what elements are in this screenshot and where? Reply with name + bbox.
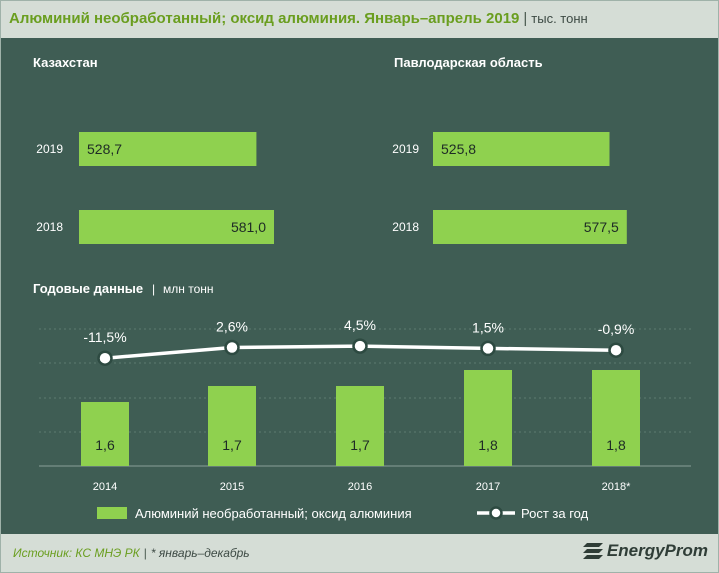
growth-point bbox=[352, 338, 368, 354]
kazakhstan-value-label: 581,0 bbox=[231, 219, 266, 235]
x-tick-label: 2014 bbox=[93, 481, 117, 493]
x-tick-label: 2018* bbox=[602, 481, 631, 493]
title-unit: тыс. тонн bbox=[531, 11, 588, 26]
legend-line-marker bbox=[489, 506, 503, 520]
annual-bar-label: 1,8 bbox=[478, 437, 498, 453]
kazakhstan-value-label: 528,7 bbox=[87, 141, 122, 157]
legend-bar-swatch bbox=[97, 507, 127, 519]
x-tick-label: 2017 bbox=[476, 481, 500, 493]
pavlodar-year-label: 2019 bbox=[392, 142, 419, 156]
header-bar: Алюминий необработанный; оксид алюминия.… bbox=[1, 1, 718, 38]
annual-chart-title: Годовые данные bbox=[33, 281, 143, 296]
annual-bar-label: 1,7 bbox=[350, 437, 370, 453]
annual-bar-label: 1,7 bbox=[222, 437, 242, 453]
pavlodar-year-label: 2018 bbox=[392, 220, 419, 234]
kazakhstan-bar bbox=[79, 210, 274, 244]
source-separator: | bbox=[143, 546, 147, 560]
kazakhstan-bar bbox=[79, 132, 257, 166]
pavlodar-bar bbox=[433, 132, 610, 166]
annual-bar bbox=[336, 386, 384, 466]
growth-label: 1,5% bbox=[472, 319, 504, 335]
annual-bar-label: 1,6 bbox=[95, 437, 115, 453]
kazakhstan-year-label: 2019 bbox=[36, 142, 63, 156]
annual-chart-unit: млн тонн bbox=[163, 282, 214, 296]
pavlodar-value-label: 577,5 bbox=[584, 219, 619, 235]
pavlodar-chart-title: Павлодарская область bbox=[394, 55, 543, 70]
growth-label: -11,5% bbox=[83, 329, 126, 345]
kazakhstan-chart-title: Казахстан bbox=[33, 55, 98, 70]
legend-line-label: Рост за год bbox=[521, 506, 589, 521]
x-tick-label: 2016 bbox=[348, 481, 372, 493]
legend-bar-label: Алюминий необработанный; оксид алюминия bbox=[135, 506, 412, 521]
chart-canvas: Казахстан 2019 528,7 2018 581,0 Павлодарская … bbox=[33, 55, 691, 521]
growth-label: 2,6% bbox=[216, 319, 248, 335]
pavlodar-value-label: 525,8 bbox=[441, 141, 476, 157]
title-separator: | bbox=[523, 10, 528, 27]
title-text: Алюминий необработанный; оксид алюминия.… bbox=[9, 10, 520, 27]
growth-label: -0,9% bbox=[598, 321, 635, 337]
growth-point bbox=[480, 340, 496, 357]
annual-bar bbox=[208, 386, 256, 466]
annual-bar bbox=[464, 370, 512, 466]
growth-point bbox=[608, 342, 624, 358]
x-tick-label: 2015 bbox=[220, 481, 244, 493]
annual-bar-label: 1,8 bbox=[606, 437, 626, 453]
page-title: Алюминий необработанный; оксид алюминия.… bbox=[9, 10, 588, 27]
annual-bar bbox=[81, 402, 129, 466]
logo-text: EnergyProm bbox=[606, 541, 708, 560]
growth-point bbox=[97, 350, 113, 366]
annual-chart-separator: | bbox=[152, 282, 155, 296]
footnote-text: * январь–декабрь bbox=[150, 546, 250, 560]
growth-point bbox=[224, 339, 240, 356]
source-line: Источник: КС МНЭ РК | * январь–декабрь bbox=[13, 546, 250, 560]
pavlodar-bar bbox=[433, 210, 627, 244]
chart-panel: Казахстан 2019 528,7 2018 581,0 Павлодарская … bbox=[1, 38, 718, 534]
source-text: Источник: КС МНЭ РК bbox=[13, 546, 140, 560]
energyprom-logo: EnergyProm bbox=[582, 541, 708, 561]
logo-mark-icon bbox=[582, 543, 603, 559]
kazakhstan-year-label: 2018 bbox=[36, 220, 63, 234]
growth-label: 4,5% bbox=[344, 317, 376, 333]
annual-bar bbox=[592, 370, 640, 466]
footer-bar: Источник: КС МНЭ РК | * январь–декабрь Ene… bbox=[1, 534, 718, 572]
